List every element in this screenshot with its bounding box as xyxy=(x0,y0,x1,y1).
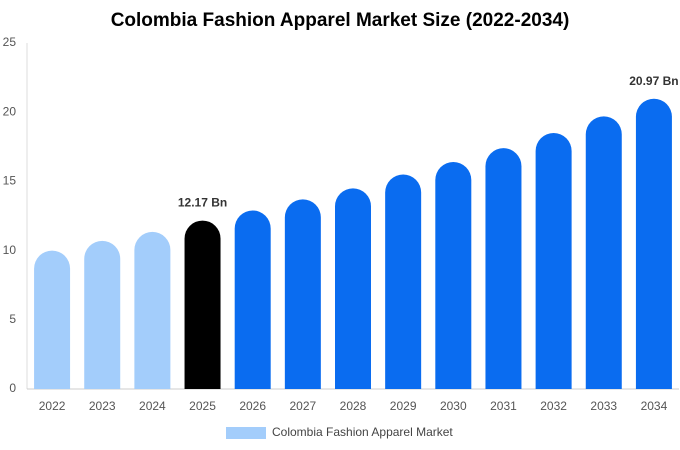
y-tick-label: 5 xyxy=(9,312,16,326)
y-tick-label: 20 xyxy=(3,104,17,118)
legend-label: Colombia Fashion Apparel Market xyxy=(272,425,453,439)
x-tick-label: 2024 xyxy=(139,399,166,413)
x-tick-label: 2033 xyxy=(590,399,617,413)
legend-swatch xyxy=(226,427,266,439)
chart-title: Colombia Fashion Apparel Market Size (20… xyxy=(111,10,570,31)
data-label: 20.97 Bn xyxy=(629,74,678,88)
bar xyxy=(585,116,622,390)
bar xyxy=(134,231,171,389)
data-label: 12.17 Bn xyxy=(178,196,227,210)
x-tick-label: 2023 xyxy=(89,399,116,413)
bar xyxy=(435,162,472,389)
x-tick-label: 2028 xyxy=(340,399,367,413)
bar xyxy=(385,174,422,389)
x-tick-label: 2026 xyxy=(239,399,266,413)
x-tick-label: 2025 xyxy=(189,399,216,413)
bar xyxy=(535,132,572,389)
y-tick-label: 0 xyxy=(9,381,16,395)
x-tick-label: 2032 xyxy=(540,399,567,413)
bar xyxy=(234,210,271,389)
bar xyxy=(84,240,121,389)
bar xyxy=(184,220,221,389)
bar xyxy=(284,199,321,389)
y-tick-label: 10 xyxy=(3,243,17,257)
x-tick-label: 2029 xyxy=(390,399,417,413)
bar xyxy=(335,188,371,389)
x-tick-label: 2034 xyxy=(641,399,668,413)
y-tick-label: 25 xyxy=(3,35,17,49)
x-tick-label: 2022 xyxy=(39,399,66,413)
y-tick-label: 15 xyxy=(3,174,17,188)
bar xyxy=(34,250,71,389)
x-tick-label: 2030 xyxy=(440,399,467,413)
bar xyxy=(635,98,672,389)
x-tick-label: 2031 xyxy=(490,399,517,413)
x-tick-label: 2027 xyxy=(289,399,316,413)
bar xyxy=(485,148,522,389)
